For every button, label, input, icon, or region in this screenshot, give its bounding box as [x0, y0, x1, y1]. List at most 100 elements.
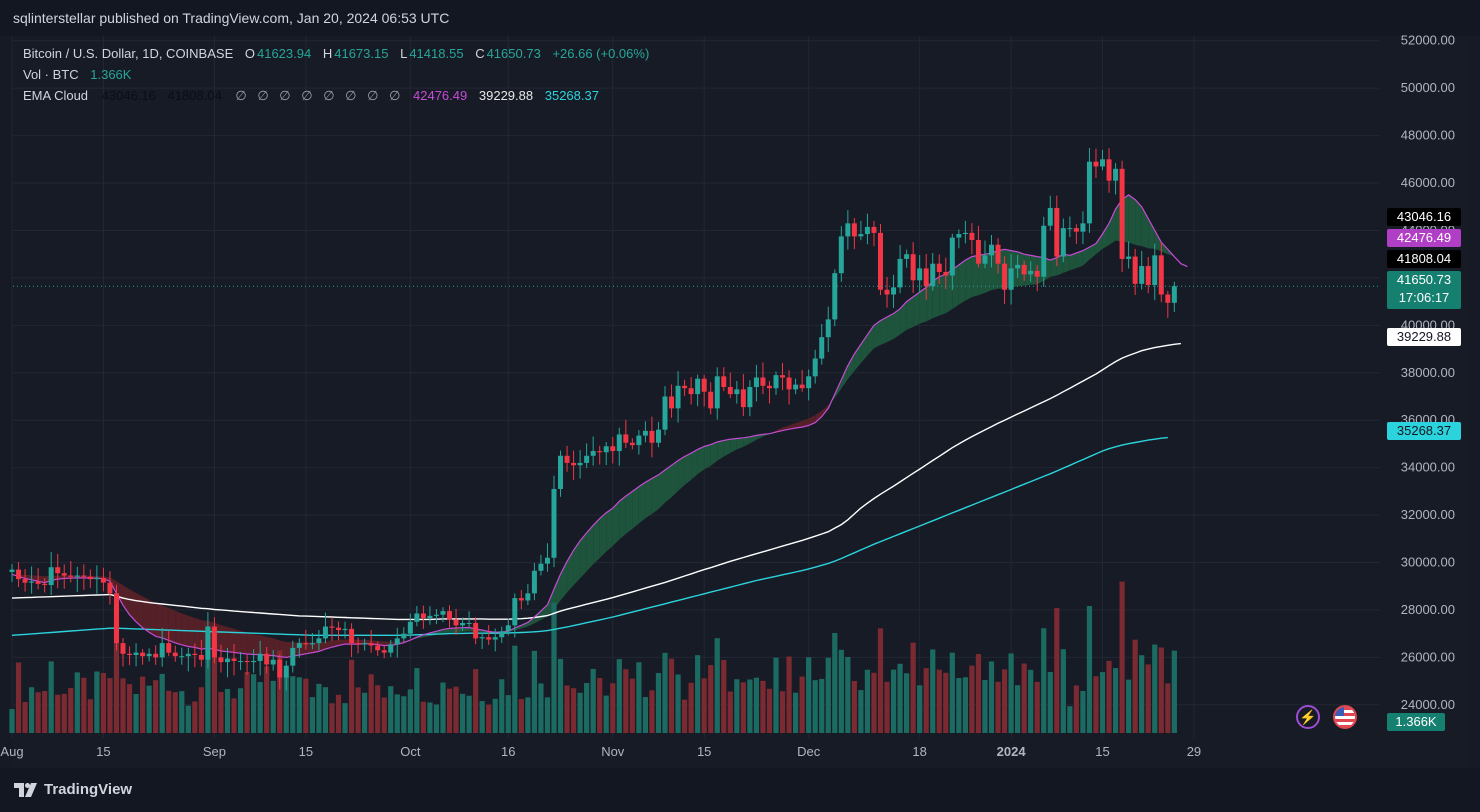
countdown-timer: 17:06:17	[1398, 290, 1450, 305]
candle-body	[1080, 223, 1086, 232]
top-bar: sqlinterstellar published on TradingView…	[0, 0, 1480, 36]
volume-bar	[505, 695, 511, 733]
volume-badge: 1.366K	[1387, 713, 1445, 731]
us-flag-icon[interactable]	[1333, 705, 1357, 729]
volume-bar	[224, 688, 231, 733]
candle-body	[22, 579, 28, 583]
tradingview-logo[interactable]: TradingView	[14, 781, 132, 798]
volume-bar	[701, 678, 707, 733]
ema-cloud-segment	[181, 613, 189, 647]
legend-ohlc-row: Bitcoin / U.S. Dollar, 1D, COINBASE O 416…	[23, 46, 651, 61]
candle-body	[936, 263, 942, 272]
volume-bar	[446, 688, 453, 733]
ema-cloud-segment	[847, 353, 855, 380]
volume-bar	[172, 692, 178, 733]
volume-bar	[15, 662, 22, 733]
candle-body	[636, 435, 642, 446]
ema-cloud-segment	[318, 641, 326, 652]
volume-bar	[668, 658, 675, 733]
volume-bar	[949, 652, 955, 733]
volume-label[interactable]: Vol · BTC	[23, 67, 79, 82]
ema-cloud-segment	[1056, 254, 1064, 276]
candle-body	[166, 643, 172, 653]
volume-bar	[61, 693, 67, 733]
ema-cloud-segment	[260, 635, 267, 656]
volume-bar	[107, 678, 113, 733]
volume-bar	[388, 686, 394, 733]
candle-body	[577, 462, 583, 466]
ema-cloud-segment	[795, 421, 803, 429]
candle-body	[662, 396, 668, 430]
candle-body	[845, 223, 851, 237]
volume-bar	[185, 705, 191, 733]
ema-cloud-segment	[1141, 206, 1149, 249]
volume-bar	[616, 659, 622, 733]
volume-bar	[675, 674, 681, 733]
ema-cloud-segment	[887, 313, 894, 343]
candle-body	[603, 446, 609, 453]
volume-bar	[453, 686, 459, 733]
volume-bar	[629, 678, 635, 733]
candle-body	[55, 567, 61, 574]
candle-body	[146, 653, 152, 657]
volume-bar	[1028, 669, 1034, 733]
ema-cloud-segment	[580, 532, 587, 579]
ema-cloud-segment	[697, 446, 705, 475]
candle-body	[290, 647, 296, 666]
candle-body	[1119, 168, 1125, 259]
flash-icon[interactable]: ⚡	[1296, 705, 1320, 729]
volume-bar	[1047, 672, 1053, 733]
volume-bar	[969, 665, 975, 733]
volume-bar	[930, 649, 936, 733]
candle-body	[185, 653, 191, 657]
candle-body	[538, 563, 544, 571]
candle-body	[649, 430, 655, 443]
volume-bar	[793, 692, 799, 733]
volume-bar	[440, 682, 446, 733]
candle-body	[551, 488, 557, 558]
volume-bar	[296, 677, 302, 733]
grid-layer	[11, 36, 1380, 738]
ema-cloud-label[interactable]: EMA Cloud	[23, 88, 89, 103]
volume-bar	[1106, 660, 1112, 733]
volume-bar	[832, 632, 838, 733]
volume-bar	[113, 605, 120, 733]
candle-body	[864, 226, 870, 235]
volume-bar	[681, 699, 688, 733]
candle-body	[479, 637, 485, 639]
volume-bar	[1099, 672, 1106, 733]
candle-body	[447, 611, 453, 620]
volume-bar	[316, 683, 322, 733]
ema-cloud-segment	[1154, 230, 1162, 252]
volume-bar	[237, 688, 244, 733]
candle-body	[407, 621, 413, 634]
volume-bar	[688, 682, 694, 733]
candle-body	[440, 611, 446, 615]
volume-bar	[662, 652, 668, 733]
candle-body	[1028, 270, 1034, 275]
ema-cloud-segment	[965, 256, 972, 301]
volume-bar	[283, 676, 289, 733]
volume-bar	[518, 699, 524, 733]
candle-body	[734, 389, 740, 395]
ema-cloud-segment	[1069, 253, 1077, 271]
ema-cloud-segment	[227, 626, 235, 653]
ema-300-line	[11, 436, 1168, 636]
ema-cloud-segment	[456, 627, 463, 633]
candle-body	[342, 628, 348, 631]
x-tick-label: Nov	[601, 744, 625, 759]
candle-body	[1132, 256, 1138, 284]
candle-body	[525, 593, 531, 601]
volume-bar	[936, 669, 942, 733]
candle-body	[655, 429, 661, 443]
volume-bar	[87, 699, 93, 733]
symbol-label[interactable]: Bitcoin / U.S. Dollar, 1D, COINBASE	[23, 46, 234, 61]
x-tick-label: 15	[299, 744, 313, 759]
ema-cloud-segment	[723, 439, 731, 457]
candle-body	[571, 462, 577, 466]
candle-body	[838, 236, 844, 274]
volume-bar	[22, 701, 28, 733]
volume-bar	[264, 666, 270, 733]
volume-bar	[773, 657, 779, 733]
